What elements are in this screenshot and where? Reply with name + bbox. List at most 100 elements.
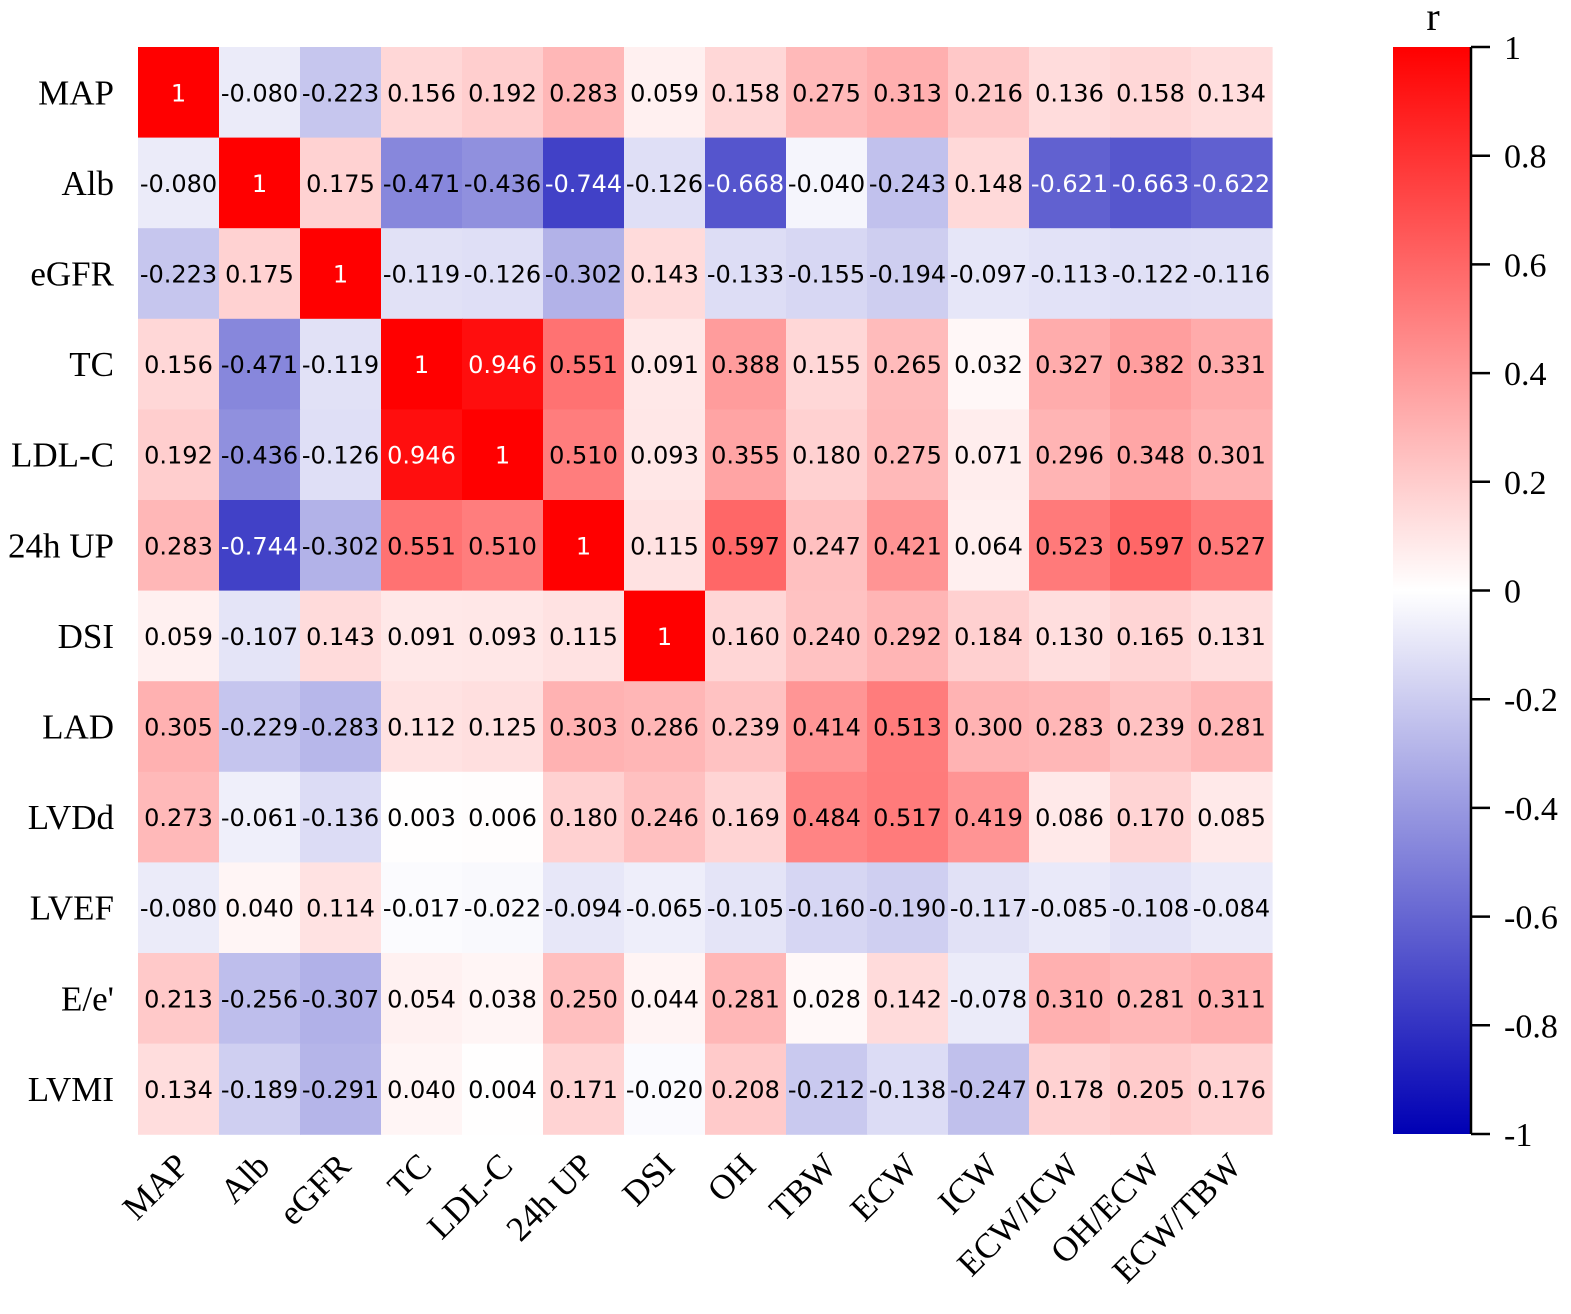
heatmap-cell [1110, 953, 1192, 1045]
cell-value-label: 0.091 [630, 351, 699, 379]
heatmap-cell [138, 137, 220, 229]
colorbar-tick-label: 0.8 [1504, 139, 1547, 176]
cell-value-label: 0.305 [144, 714, 213, 742]
heatmap-cell [219, 681, 301, 773]
cell-value-label: 0.208 [711, 1076, 780, 1104]
cell-value-label: 0.184 [954, 623, 1023, 651]
heatmap-cell [300, 681, 382, 773]
cell-value-label: -0.190 [869, 895, 946, 923]
heatmap-cell [1029, 228, 1111, 320]
heatmap-cell [867, 771, 949, 863]
cell-value-label: 0.136 [1035, 79, 1104, 107]
column-label: ECW [843, 1146, 926, 1229]
cell-value-label: 0.946 [468, 351, 537, 379]
heatmap-cell [1110, 228, 1192, 320]
cell-value-label: -0.194 [869, 261, 946, 289]
cell-value-label: 0.205 [1116, 1076, 1185, 1104]
cell-value-label: -0.189 [221, 1076, 298, 1104]
colorbar-tick-label: 0.4 [1504, 356, 1547, 393]
heatmap-cell [1110, 1043, 1192, 1135]
cell-value-label: 0.134 [144, 1076, 213, 1104]
heatmap-cell [1191, 590, 1273, 682]
cell-value-label: 0.169 [711, 804, 780, 832]
heatmap-cell [381, 318, 463, 410]
cell-value-label: 0.115 [549, 623, 618, 651]
cell-value-label: 0.171 [549, 1076, 618, 1104]
heatmap-cell [543, 318, 625, 410]
cell-value-label: 0.028 [792, 985, 861, 1013]
column-label: eGFR [271, 1146, 358, 1233]
row-label: TC [69, 345, 114, 384]
heatmap-cell [948, 590, 1030, 682]
cell-value-label: 1 [657, 623, 672, 651]
cell-value-label: 1 [171, 79, 186, 107]
cell-value-label: -0.256 [221, 985, 298, 1013]
cell-value-label: 0.303 [549, 714, 618, 742]
heatmap-cell [300, 953, 382, 1045]
heatmap-cell [1110, 500, 1192, 592]
cell-value-label: 0.143 [306, 623, 375, 651]
heatmap-cell [948, 771, 1030, 863]
heatmap-cell [300, 318, 382, 410]
cell-value-label: 0.517 [873, 804, 942, 832]
cell-value-label: 1 [414, 351, 429, 379]
heatmap-cell [1029, 953, 1111, 1045]
heatmap-cell [1191, 862, 1273, 954]
heatmap-cell [138, 771, 220, 863]
heatmap-cell [381, 409, 463, 501]
heatmap-cell [219, 953, 301, 1045]
heatmap-cell [948, 1043, 1030, 1135]
heatmap-cell [867, 318, 949, 410]
colorbar-tick-label: -0.2 [1504, 682, 1558, 719]
heatmap-cell [1191, 318, 1273, 410]
row-label: E/e' [61, 979, 114, 1018]
cell-value-label: 0.523 [1035, 532, 1104, 560]
heatmap-cell [462, 590, 544, 682]
row-label: 24h UP [8, 526, 114, 565]
cell-value-label: -0.113 [1031, 261, 1108, 289]
cell-value-label: -0.097 [950, 261, 1027, 289]
heatmap-cell [867, 409, 949, 501]
heatmap-cell [300, 47, 382, 139]
heatmap-cell [543, 771, 625, 863]
colorbar-tick-label: 0.6 [1504, 247, 1547, 284]
heatmap-cell [1110, 47, 1192, 139]
cell-value-label: 0.597 [711, 532, 780, 560]
heatmap-cell [867, 47, 949, 139]
cell-value-label: -0.436 [464, 170, 541, 198]
column-label: TBW [762, 1146, 845, 1229]
heatmap-cell [543, 137, 625, 229]
cell-value-label: 0.239 [1116, 714, 1185, 742]
heatmap-cell [219, 1043, 301, 1135]
cell-value-label: 0.093 [630, 442, 699, 470]
heatmap-cell [300, 862, 382, 954]
cell-value-label: 0.292 [873, 623, 942, 651]
heatmap-cell [138, 318, 220, 410]
heatmap-cell [1029, 137, 1111, 229]
heatmap-cell [624, 590, 706, 682]
heatmap-cell [1191, 500, 1273, 592]
cell-value-label: -0.122 [1112, 261, 1189, 289]
cell-value-label: 0.064 [954, 532, 1023, 560]
cell-value-label: 0.239 [711, 714, 780, 742]
heatmap-cell [624, 953, 706, 1045]
cell-value-label: -0.138 [869, 1076, 946, 1104]
heatmap-cell [1110, 318, 1192, 410]
cell-value-label: 0.247 [792, 532, 861, 560]
cell-value-label: 0.414 [792, 714, 861, 742]
heatmap-cell [543, 500, 625, 592]
cell-value-label: 0.527 [1197, 532, 1266, 560]
cell-value-label: -0.078 [950, 985, 1027, 1013]
cell-value-label: -0.247 [950, 1076, 1027, 1104]
heatmap-cell [867, 862, 949, 954]
cell-value-label: -0.040 [788, 170, 865, 198]
colorbar-tick-label: 0 [1504, 574, 1521, 611]
cell-value-label: -0.084 [1193, 895, 1270, 923]
cell-value-label: -0.621 [1031, 170, 1108, 198]
heatmap-cell [624, 681, 706, 773]
cell-value-label: 0.192 [144, 442, 213, 470]
cell-value-label: 0.059 [144, 623, 213, 651]
cell-value-label: 0.510 [549, 442, 618, 470]
cell-value-label: -0.107 [221, 623, 298, 651]
colorbar: r 1 0.8 0.6 0.4 0.2 0 -0.2 -0.4 -0.6 -0.8 -1 [1393, 0, 1558, 1154]
